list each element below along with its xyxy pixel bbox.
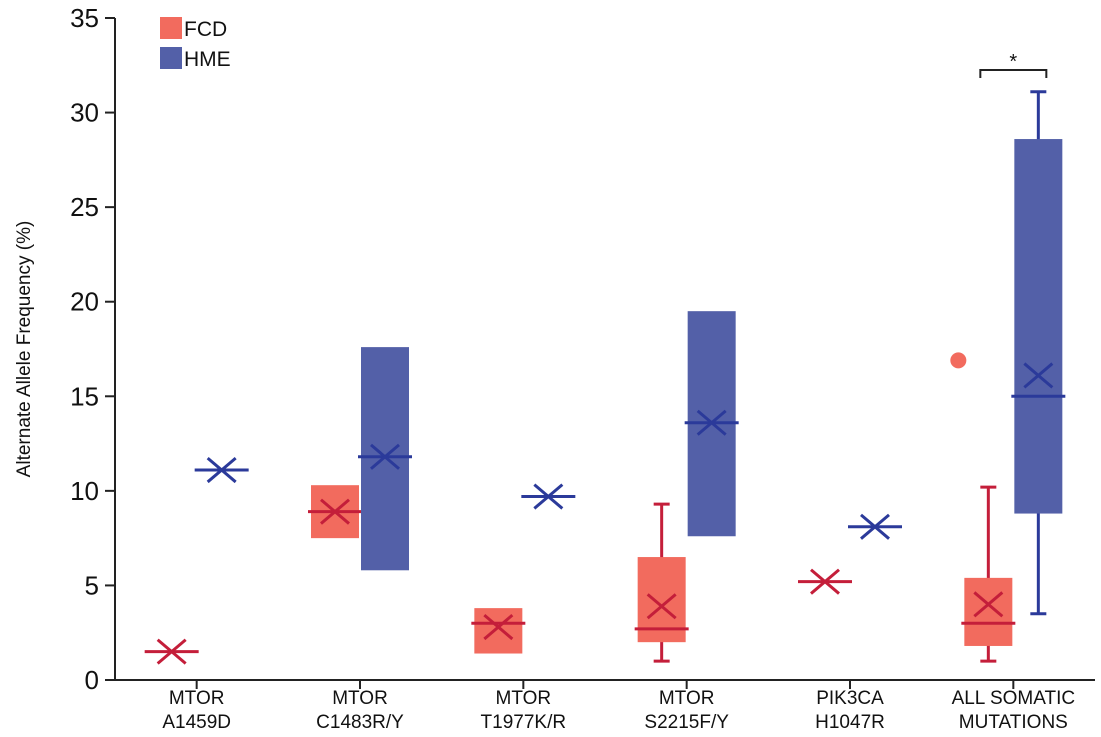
outlier-point [950, 352, 966, 368]
legend-swatch-fcd [160, 17, 182, 39]
x-tick-label: MTOR [496, 688, 552, 709]
x-tick-label: S2215F/Y [644, 712, 729, 733]
x-tick-label: MTOR [659, 688, 715, 709]
significance-marker: * [1009, 51, 1017, 73]
box-hme-1 [358, 347, 412, 570]
boxes [145, 92, 1066, 664]
iqr-box [474, 608, 522, 653]
box-fcd-1 [308, 485, 362, 538]
box-fcd-5 [950, 352, 1015, 661]
box-fcd-3 [635, 504, 689, 661]
box-hme-4 [848, 515, 902, 539]
legend-swatch-hme [160, 47, 182, 69]
y-tick-label: 15 [70, 381, 99, 411]
axes: 0 5 10 15 20 25 30 35 Alternate Allele Frequency… [14, 3, 1095, 733]
x-tick-label: MTOR [332, 688, 388, 709]
box-fcd-2 [471, 608, 525, 653]
y-tick-label: 5 [85, 570, 99, 600]
x-tick-label: MUTATIONS [959, 712, 1068, 733]
box-hme-2 [521, 485, 575, 509]
box-fcd-4 [798, 570, 852, 594]
x-tick-label: ALL SOMATIC [952, 688, 1076, 709]
iqr-box [964, 578, 1012, 646]
x-tick-label: MTOR [169, 688, 225, 709]
x-tick-label: H1047R [815, 712, 885, 733]
box-hme-3 [685, 311, 739, 536]
x-tick-label: T1977K/R [481, 712, 567, 733]
legend-label-hme: HME [184, 48, 231, 71]
y-tick-label: 20 [70, 287, 99, 317]
y-tick-label: 30 [70, 98, 99, 128]
y-tick-label: 35 [70, 3, 99, 33]
x-tick-label: A1459D [162, 712, 231, 733]
y-tick-label: 25 [70, 192, 99, 222]
box-fcd-0 [145, 640, 199, 664]
x-tick-label: PIK3CA [816, 688, 884, 709]
y-axis-title: Alternate Allele Frequency (%) [14, 221, 35, 478]
annotations: * [980, 51, 1046, 78]
x-tick-label: C1483R/Y [316, 712, 404, 733]
box-hme-5 [1011, 92, 1065, 614]
legend-label-fcd: FCD [184, 18, 227, 41]
iqr-box [1014, 139, 1062, 514]
box-hme-0 [195, 458, 249, 482]
y-tick-label: 0 [85, 665, 99, 695]
y-tick-label: 10 [70, 476, 99, 506]
legend: FCD HME [160, 17, 231, 71]
